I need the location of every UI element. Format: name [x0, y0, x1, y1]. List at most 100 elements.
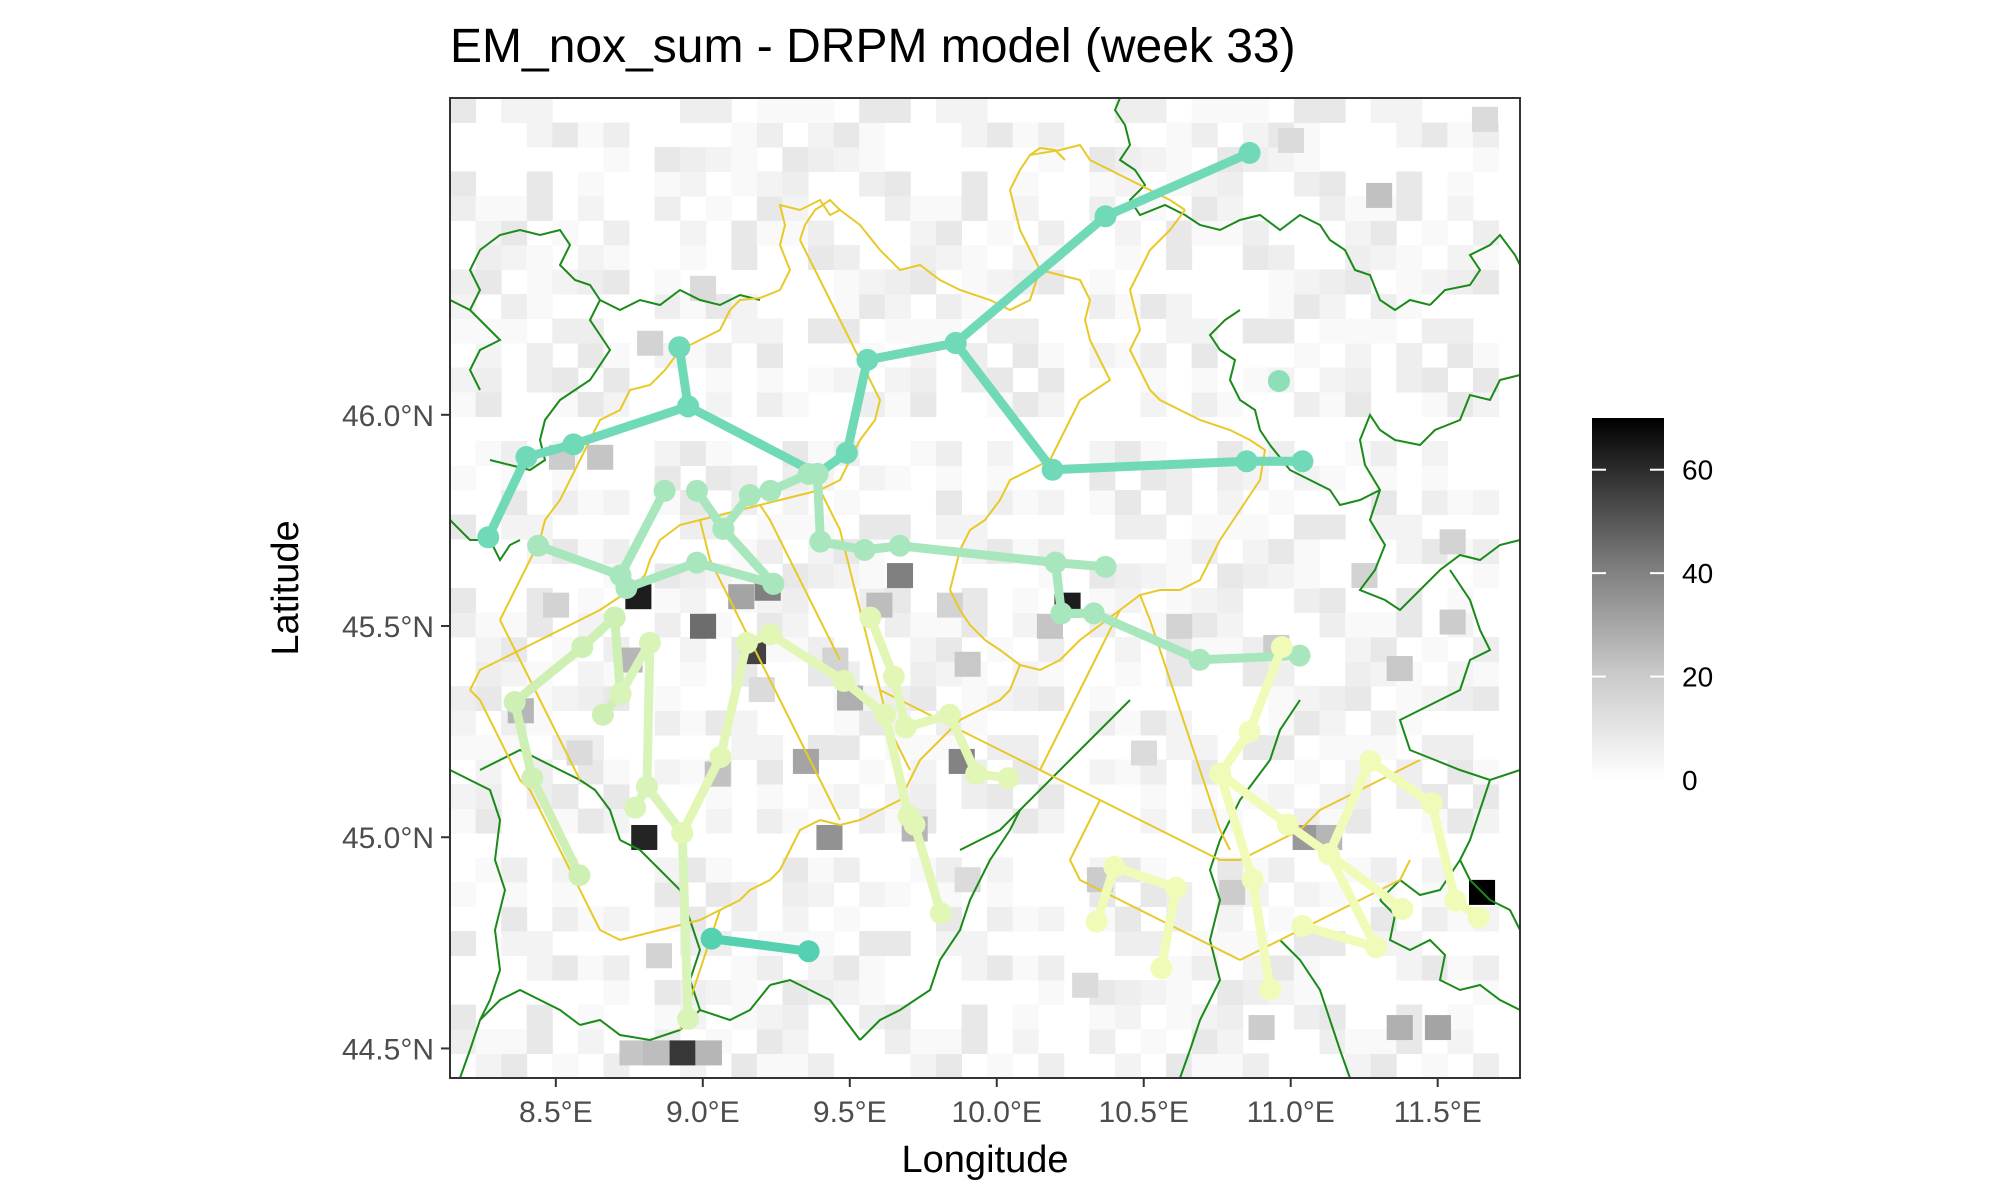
heatmap-cell [1191, 514, 1218, 540]
heatmap-cell [1396, 196, 1423, 221]
station-point [1391, 898, 1414, 921]
heatmap-cell [1191, 343, 1218, 368]
heatmap-cell [756, 735, 783, 760]
heatmap-cell [1191, 392, 1218, 417]
station-series [1209, 762, 1282, 1001]
heatmap-cell [833, 269, 860, 295]
heatmap-cell [731, 735, 758, 760]
heatmap-cell [603, 906, 630, 932]
yellow-boundary [649, 489, 821, 561]
heatmap-cell [654, 171, 681, 197]
station-point [677, 395, 700, 418]
heatmap-cell [833, 122, 860, 148]
heatmap-cell [1242, 220, 1269, 246]
heatmap-cell [1396, 367, 1423, 393]
heatmap-cell [1345, 343, 1372, 368]
heatmap-cell [987, 955, 1014, 981]
heatmap-cell [450, 367, 477, 393]
heatmap-cell [475, 735, 502, 760]
heatmap-cell [1421, 318, 1448, 344]
heatmap-cell [1242, 245, 1269, 270]
heatmap-cell [526, 98, 553, 123]
yellow-boundary [948, 459, 1051, 666]
heatmap-cell [1268, 318, 1295, 344]
heatmap-cell [1038, 1053, 1065, 1079]
heatmap-cell [619, 1040, 646, 1066]
heatmap-cell [695, 1040, 722, 1066]
heatmap-cell [1217, 98, 1244, 123]
heatmap-cell [1268, 245, 1295, 270]
heatmap-cell [1268, 269, 1295, 295]
heatmap-cell [705, 196, 732, 221]
heatmap-cell [1370, 441, 1397, 466]
heatmap-cell [961, 245, 988, 270]
heatmap-cell [501, 98, 528, 123]
station-series [874, 703, 952, 925]
heatmap-cell [1114, 1004, 1142, 1030]
station-point [503, 691, 526, 714]
heatmap-cell [1089, 490, 1116, 515]
heatmap-cell [1089, 686, 1116, 711]
heatmap-cell [1166, 563, 1193, 589]
heatmap-cell [833, 367, 860, 393]
heatmap-cell [1242, 563, 1269, 589]
yellow-boundary [599, 819, 821, 942]
heatmap-cell [884, 1004, 911, 1030]
heatmap-cell [1072, 972, 1099, 998]
chart-title: EM_nox_sum - DRPM model (week 33) [450, 20, 1296, 73]
station-point [1238, 141, 1261, 164]
heatmap-cell [1293, 563, 1321, 589]
heatmap-cell [450, 1004, 477, 1030]
station-point [832, 669, 855, 692]
heatmap-cell [833, 735, 860, 760]
heatmap-cell [1472, 343, 1500, 368]
heatmap-cell [475, 343, 502, 368]
heatmap-cell [603, 490, 630, 515]
green-boundary [1179, 699, 1301, 1079]
station-point [938, 703, 961, 726]
heatmap-cell [705, 147, 732, 172]
heatmap-cell [1166, 588, 1193, 613]
station-point [859, 606, 882, 629]
heatmap-cell [1268, 490, 1295, 515]
heatmap-cell [1293, 710, 1321, 736]
station-point [1270, 636, 1293, 659]
green-boundary [1379, 899, 1521, 1011]
heatmap-cell [1424, 1015, 1451, 1041]
heatmap-cell [1472, 1053, 1500, 1079]
colorbar-ticks: 0 20 40 60 [1592, 455, 1713, 796]
heatmap-cell [603, 269, 630, 295]
heatmap-cell [526, 122, 553, 148]
heatmap-cell [654, 686, 681, 711]
heatmap-cell [1114, 245, 1142, 270]
station-point [562, 433, 585, 456]
heatmap-cell [501, 857, 528, 883]
heatmap-cell [475, 1029, 502, 1054]
station-point [929, 902, 952, 925]
heatmap-cell [552, 220, 579, 246]
heatmap-cell [1114, 980, 1142, 1005]
heatmap-cell [526, 269, 553, 295]
heatmap-cell [654, 294, 681, 319]
heatmap-cell [552, 318, 579, 344]
heatmap-cell [680, 98, 707, 123]
heatmap-cell [961, 955, 988, 981]
heatmap-cell [1242, 318, 1269, 344]
x-tick-label: 10.0°E [952, 1096, 1042, 1129]
station-series [668, 336, 700, 418]
heatmap-cell [1370, 220, 1397, 246]
heatmap-cell [910, 1029, 937, 1054]
heatmap-cell [1370, 612, 1397, 638]
heatmap-cell [1089, 710, 1116, 736]
heatmap-cell [910, 784, 937, 809]
heatmap-cell [884, 392, 911, 417]
heatmap-cell [1472, 147, 1500, 172]
yellow-boundary [499, 619, 581, 781]
heatmap-cell [1345, 661, 1372, 687]
heatmap-cell [1089, 441, 1116, 466]
yellow-boundary [1008, 143, 1186, 271]
colorbar-tick-label: 40 [1682, 558, 1713, 589]
heatmap-cell [680, 220, 707, 246]
heatmap-cell [450, 612, 477, 638]
station-point [1188, 648, 1211, 671]
